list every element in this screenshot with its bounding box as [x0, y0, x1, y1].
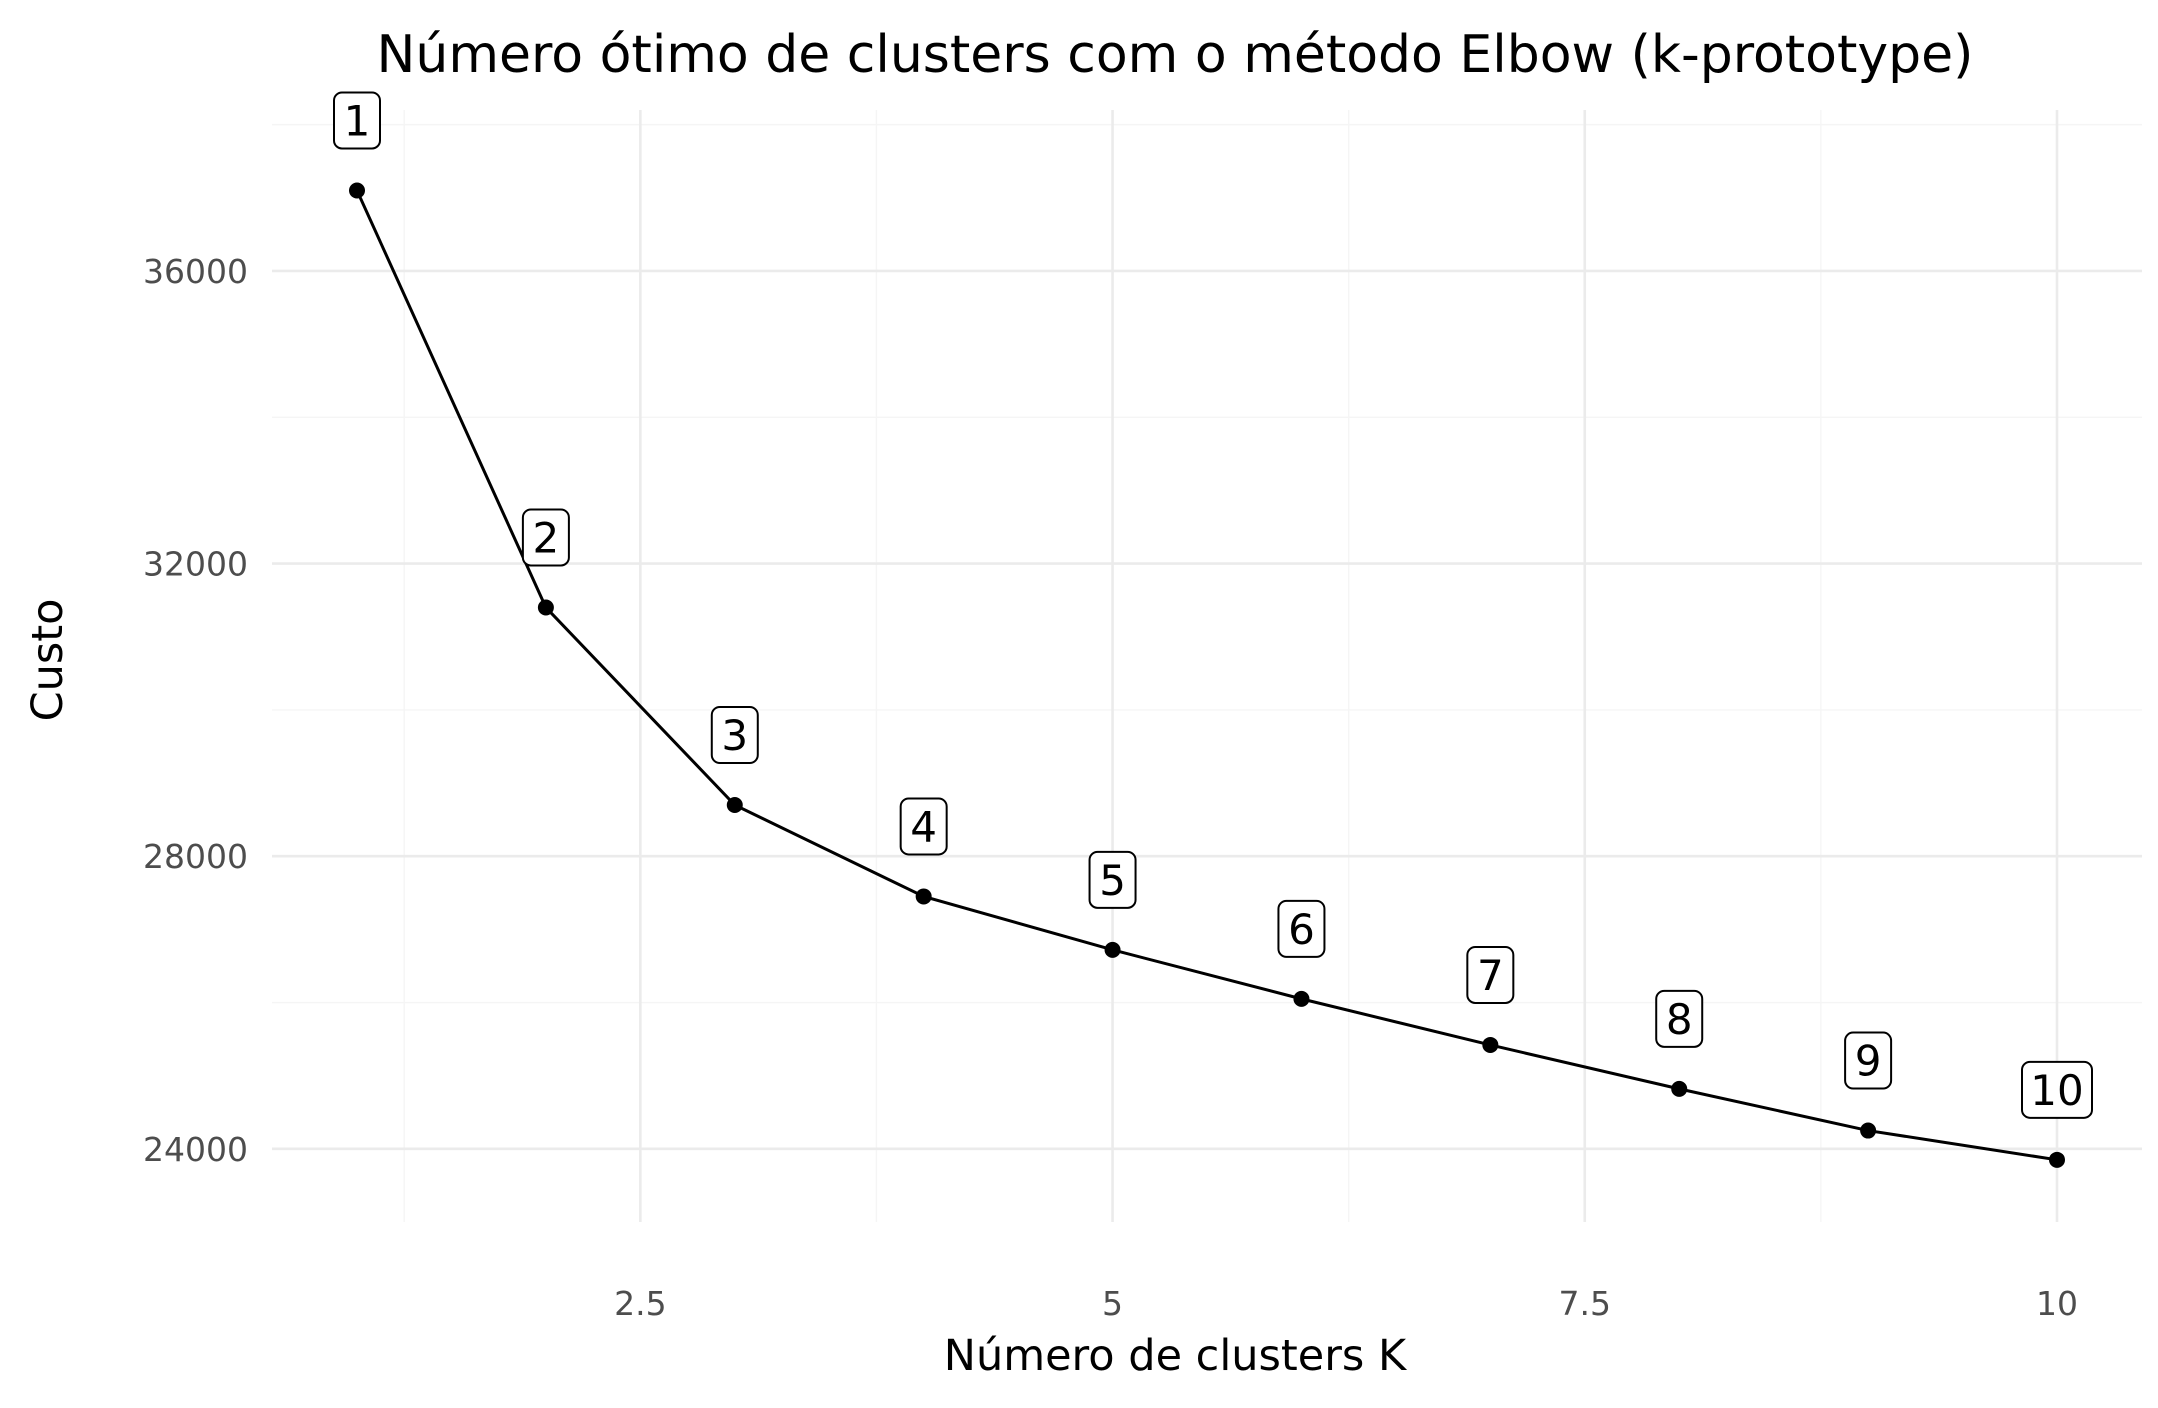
- series-cost: [349, 182, 2065, 1168]
- point-label: 10: [2021, 1060, 2093, 1119]
- data-point: [726, 797, 743, 813]
- data-point: [1293, 990, 1310, 1007]
- point-label-box: [1277, 899, 1326, 958]
- data-point: [1671, 1080, 1688, 1097]
- point-label-text: 9: [1855, 1037, 1882, 1086]
- x-tick-label: 10: [2036, 1284, 2078, 1323]
- series-line: [355, 189, 2058, 1162]
- data-point: [1482, 1036, 1499, 1053]
- point-label-box: [2021, 1060, 2093, 1119]
- data-point: [1104, 941, 1121, 958]
- x-axis-title: Número de clusters K: [944, 1331, 1408, 1381]
- x-tick-label: 2.5: [614, 1284, 666, 1323]
- point-label: 1: [333, 91, 381, 150]
- y-tick-label: 32000: [143, 545, 248, 584]
- y-axis-title: Custo: [23, 599, 73, 722]
- major-gridlines: [272, 110, 2142, 1222]
- point-label-box: [1088, 850, 1137, 909]
- point-label-box: [1844, 1031, 1893, 1090]
- point-label-box: [1655, 989, 1704, 1048]
- y-tick-label: 28000: [143, 837, 248, 876]
- y-tick-label: 36000: [143, 252, 248, 291]
- data-point: [915, 888, 932, 905]
- point-label-text: 7: [1477, 951, 1504, 1000]
- point-labels: 1 2 3 4 5 6 7 8 9 10: [333, 91, 2093, 1119]
- x-tick-label: 7.5: [1559, 1284, 1611, 1323]
- data-point: [1860, 1122, 1877, 1139]
- point-label: 5: [1088, 850, 1137, 909]
- point-label-box: [899, 797, 948, 856]
- point-label: 2: [521, 508, 570, 567]
- data-point: [537, 599, 554, 616]
- minor-gridlines: [272, 110, 2142, 1222]
- point-label-box: [521, 508, 570, 567]
- point-label: 9: [1844, 1031, 1893, 1090]
- point-label-text: 10: [2030, 1066, 2083, 1115]
- point-label-text: 3: [721, 711, 748, 760]
- y-tick-label: 24000: [143, 1130, 248, 1169]
- tick-labels: 2.5 5 7.5 10 24000 28000 32000 36000: [143, 252, 2078, 1323]
- point-label: 8: [1655, 989, 1704, 1048]
- data-point: [2049, 1151, 2065, 1168]
- point-label-text: 2: [533, 513, 560, 562]
- point-label: 3: [710, 706, 759, 764]
- point-label-text: 8: [1666, 995, 1693, 1044]
- chart-title: Número ótimo de clusters com o método El…: [377, 25, 1974, 85]
- point-label-text: 5: [1099, 856, 1126, 905]
- x-tick-label: 5: [1102, 1284, 1123, 1323]
- point-label: 7: [1466, 945, 1515, 1004]
- point-label-box: [333, 91, 381, 150]
- data-point: [349, 182, 365, 199]
- point-label-text: 1: [344, 96, 371, 145]
- point-label: 4: [899, 797, 948, 856]
- point-label-box: [1466, 945, 1515, 1004]
- point-label-text: 4: [910, 802, 937, 851]
- point-label-text: 6: [1288, 905, 1315, 954]
- point-label: 6: [1277, 899, 1326, 958]
- point-label-box: [710, 706, 759, 764]
